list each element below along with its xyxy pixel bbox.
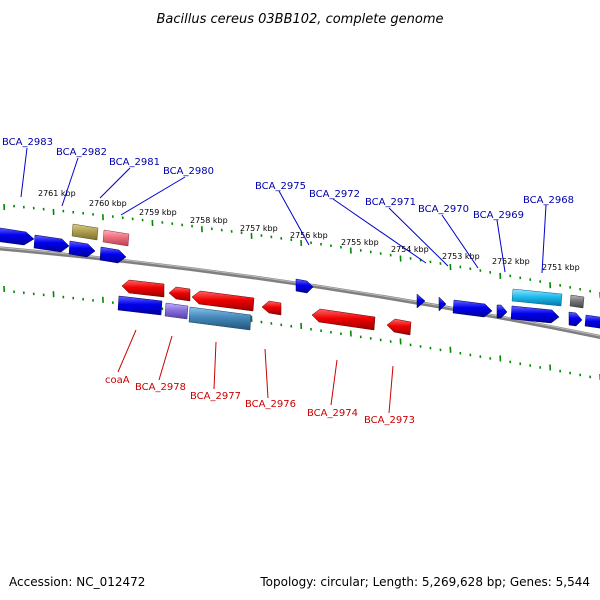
gene-bca-2978[interactable] — [168, 286, 191, 302]
gene-bca-2983[interactable] — [0, 227, 35, 246]
gene-label[interactable]: BCA_2977 — [190, 391, 241, 402]
gene-bca-2974[interactable] — [311, 308, 376, 331]
forward-gene-labels: BCA_2983 BCA_2982 BCA_2981 BCA_2980 BCA_… — [2, 137, 574, 221]
scale-label: 2759 kbp — [139, 208, 177, 217]
gene-bca-2971[interactable] — [438, 296, 447, 312]
scale-label: 2754 kbp — [391, 245, 429, 254]
gene-coaa[interactable] — [121, 279, 165, 298]
gene-label[interactable]: BCA_2982 — [56, 147, 107, 158]
gene-label[interactable]: BCA_2983 — [2, 137, 53, 148]
gene-bca-2978-b[interactable] — [164, 302, 189, 320]
gene-grey-feature[interactable] — [569, 294, 585, 309]
gene-bca-2968-b[interactable] — [510, 305, 560, 324]
gene-label[interactable]: BCA_2968 — [523, 195, 574, 206]
gene-label[interactable]: BCA_2971 — [365, 197, 416, 208]
gene-edge-1[interactable] — [568, 311, 583, 327]
map-title: Bacillus cereus 03BB102, complete genome — [156, 12, 443, 27]
scale-label: 2756 kbp — [290, 231, 328, 240]
accession-text: Accession: NC_012472 — [9, 575, 145, 589]
gene-label[interactable]: BCA_2975 — [255, 181, 306, 192]
gene-label[interactable]: BCA_2969 — [473, 210, 524, 221]
scale-label: 2755 kbp — [341, 238, 379, 247]
gene-bca-2980[interactable] — [102, 229, 130, 247]
forward-label-leaders — [20, 147, 547, 274]
scale-ticks-top — [3, 203, 600, 299]
gene-bca-2981[interactable] — [71, 223, 99, 241]
scale-label: 2757 kbp — [240, 224, 278, 233]
gene-label[interactable]: BCA_2978 — [135, 382, 186, 393]
gene-bca-2973[interactable] — [386, 318, 412, 336]
gene-bca-2968[interactable] — [511, 288, 563, 307]
gene-label[interactable]: BCA_2976 — [245, 399, 296, 410]
scale-label: 2760 kbp — [89, 199, 127, 208]
gene-label[interactable]: BCA_2973 — [364, 415, 415, 426]
reverse-strand-features — [117, 279, 412, 336]
gene-label[interactable]: BCA_2974 — [307, 408, 358, 419]
gene-bca-2976[interactable] — [261, 300, 282, 316]
gene-label[interactable]: BCA_2970 — [418, 204, 469, 215]
scale-label: 2752 kbp — [492, 257, 530, 266]
gene-label[interactable]: BCA_2972 — [309, 189, 360, 200]
scale-labels: 2761 kbp 2760 kbp 2759 kbp 2758 kbp 2757… — [38, 189, 580, 272]
gene-bca-2980-b[interactable] — [99, 246, 127, 264]
gene-bca-2977-b[interactable] — [188, 306, 252, 331]
genome-summary-text: Topology: circular; Length: 5,269,628 bp… — [259, 575, 590, 589]
scale-label: 2751 kbp — [542, 263, 580, 272]
scale-label: 2761 kbp — [38, 189, 76, 198]
reverse-label-leaders — [117, 329, 394, 414]
gene-label[interactable]: BCA_2980 — [163, 166, 214, 177]
gene-edge-2[interactable] — [584, 314, 600, 329]
scale-ticks-bottom — [3, 285, 600, 381]
gene-bca-2969[interactable] — [496, 304, 508, 319]
reverse-gene-labels: coaA BCA_2978 BCA_2977 BCA_2976 BCA_2974… — [105, 375, 415, 426]
gene-bca-2970[interactable] — [452, 299, 493, 318]
gene-bca-2972[interactable] — [416, 293, 426, 309]
gene-bca-2975[interactable] — [295, 278, 314, 294]
gene-label[interactable]: coaA — [105, 375, 130, 386]
forward-strand-features — [0, 223, 600, 329]
scale-label: 2758 kbp — [190, 216, 228, 225]
scale-label: 2753 kbp — [442, 252, 480, 261]
gene-bca-2982[interactable] — [33, 234, 70, 253]
gene-coaa-b[interactable] — [117, 295, 163, 316]
gene-bca-2977[interactable] — [191, 290, 255, 312]
gene-label[interactable]: BCA_2981 — [109, 157, 160, 168]
gene-bca-2982-b[interactable] — [68, 240, 96, 258]
